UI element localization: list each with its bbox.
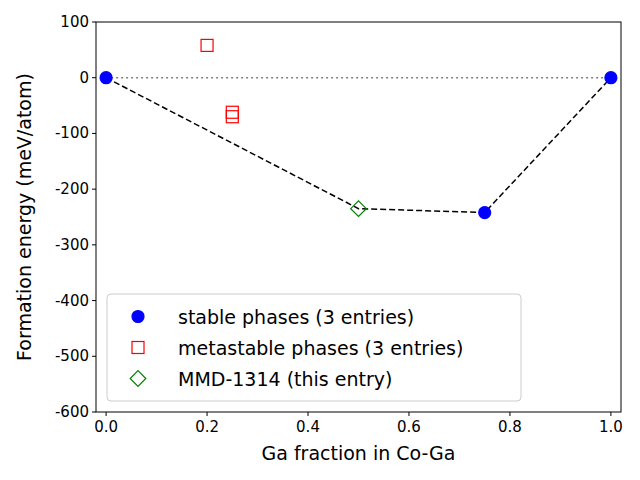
point [479, 207, 491, 219]
point [351, 201, 367, 217]
legend-marker [130, 371, 146, 387]
tick [92, 356, 96, 357]
tick [509, 412, 510, 416]
tick [92, 300, 96, 301]
tick-label: 0.8 [498, 418, 522, 436]
tick [92, 412, 96, 413]
chart: 0.0 0.2 0.4 0.6 0.8 1.0 -600 -500 -400 -300 -200 -1… [0, 0, 640, 480]
legend: stable phases (3 entries) metastable phas… [107, 294, 521, 401]
axis-label: Formation energy (meV/atom) [13, 73, 35, 361]
tick [408, 412, 409, 416]
legend-label: MMD-1314 (this entry) [178, 368, 392, 390]
tick [92, 77, 96, 78]
tick [610, 412, 611, 416]
legend-box [107, 294, 521, 401]
tick-label: -300 [55, 236, 89, 254]
axis-label: Ga fraction in Co-Ga [262, 442, 456, 464]
legend-label: metastable phases (3 entries) [178, 337, 463, 359]
tick-label: 1.0 [599, 418, 623, 436]
tick-label: 100 [60, 13, 89, 31]
point [201, 39, 213, 51]
tick-label: 0.0 [94, 418, 118, 436]
tick-label: -100 [55, 124, 89, 142]
tick-label: -500 [55, 347, 89, 365]
tick-label: 0.6 [397, 418, 421, 436]
tick-label: 0 [79, 69, 89, 87]
tick [92, 189, 96, 190]
tick [92, 133, 96, 134]
tick [106, 412, 107, 416]
plot-area [100, 39, 617, 218]
tick-label: -400 [55, 292, 89, 310]
tick [92, 22, 96, 23]
point [226, 106, 238, 118]
tick-label: -600 [55, 403, 89, 421]
frame [96, 22, 621, 412]
tick [92, 244, 96, 245]
legend-label: stable phases (3 entries) [178, 306, 414, 328]
point [605, 72, 617, 84]
legend-marker [132, 311, 144, 323]
tick-label: 0.4 [296, 418, 320, 436]
tick-label: 0.2 [195, 418, 219, 436]
point [100, 72, 112, 84]
tick [207, 412, 208, 416]
tick-label: -200 [55, 180, 89, 198]
line [106, 78, 611, 213]
line [106, 77, 611, 79]
point [226, 111, 238, 123]
legend-marker [132, 342, 144, 354]
tick [308, 412, 309, 416]
